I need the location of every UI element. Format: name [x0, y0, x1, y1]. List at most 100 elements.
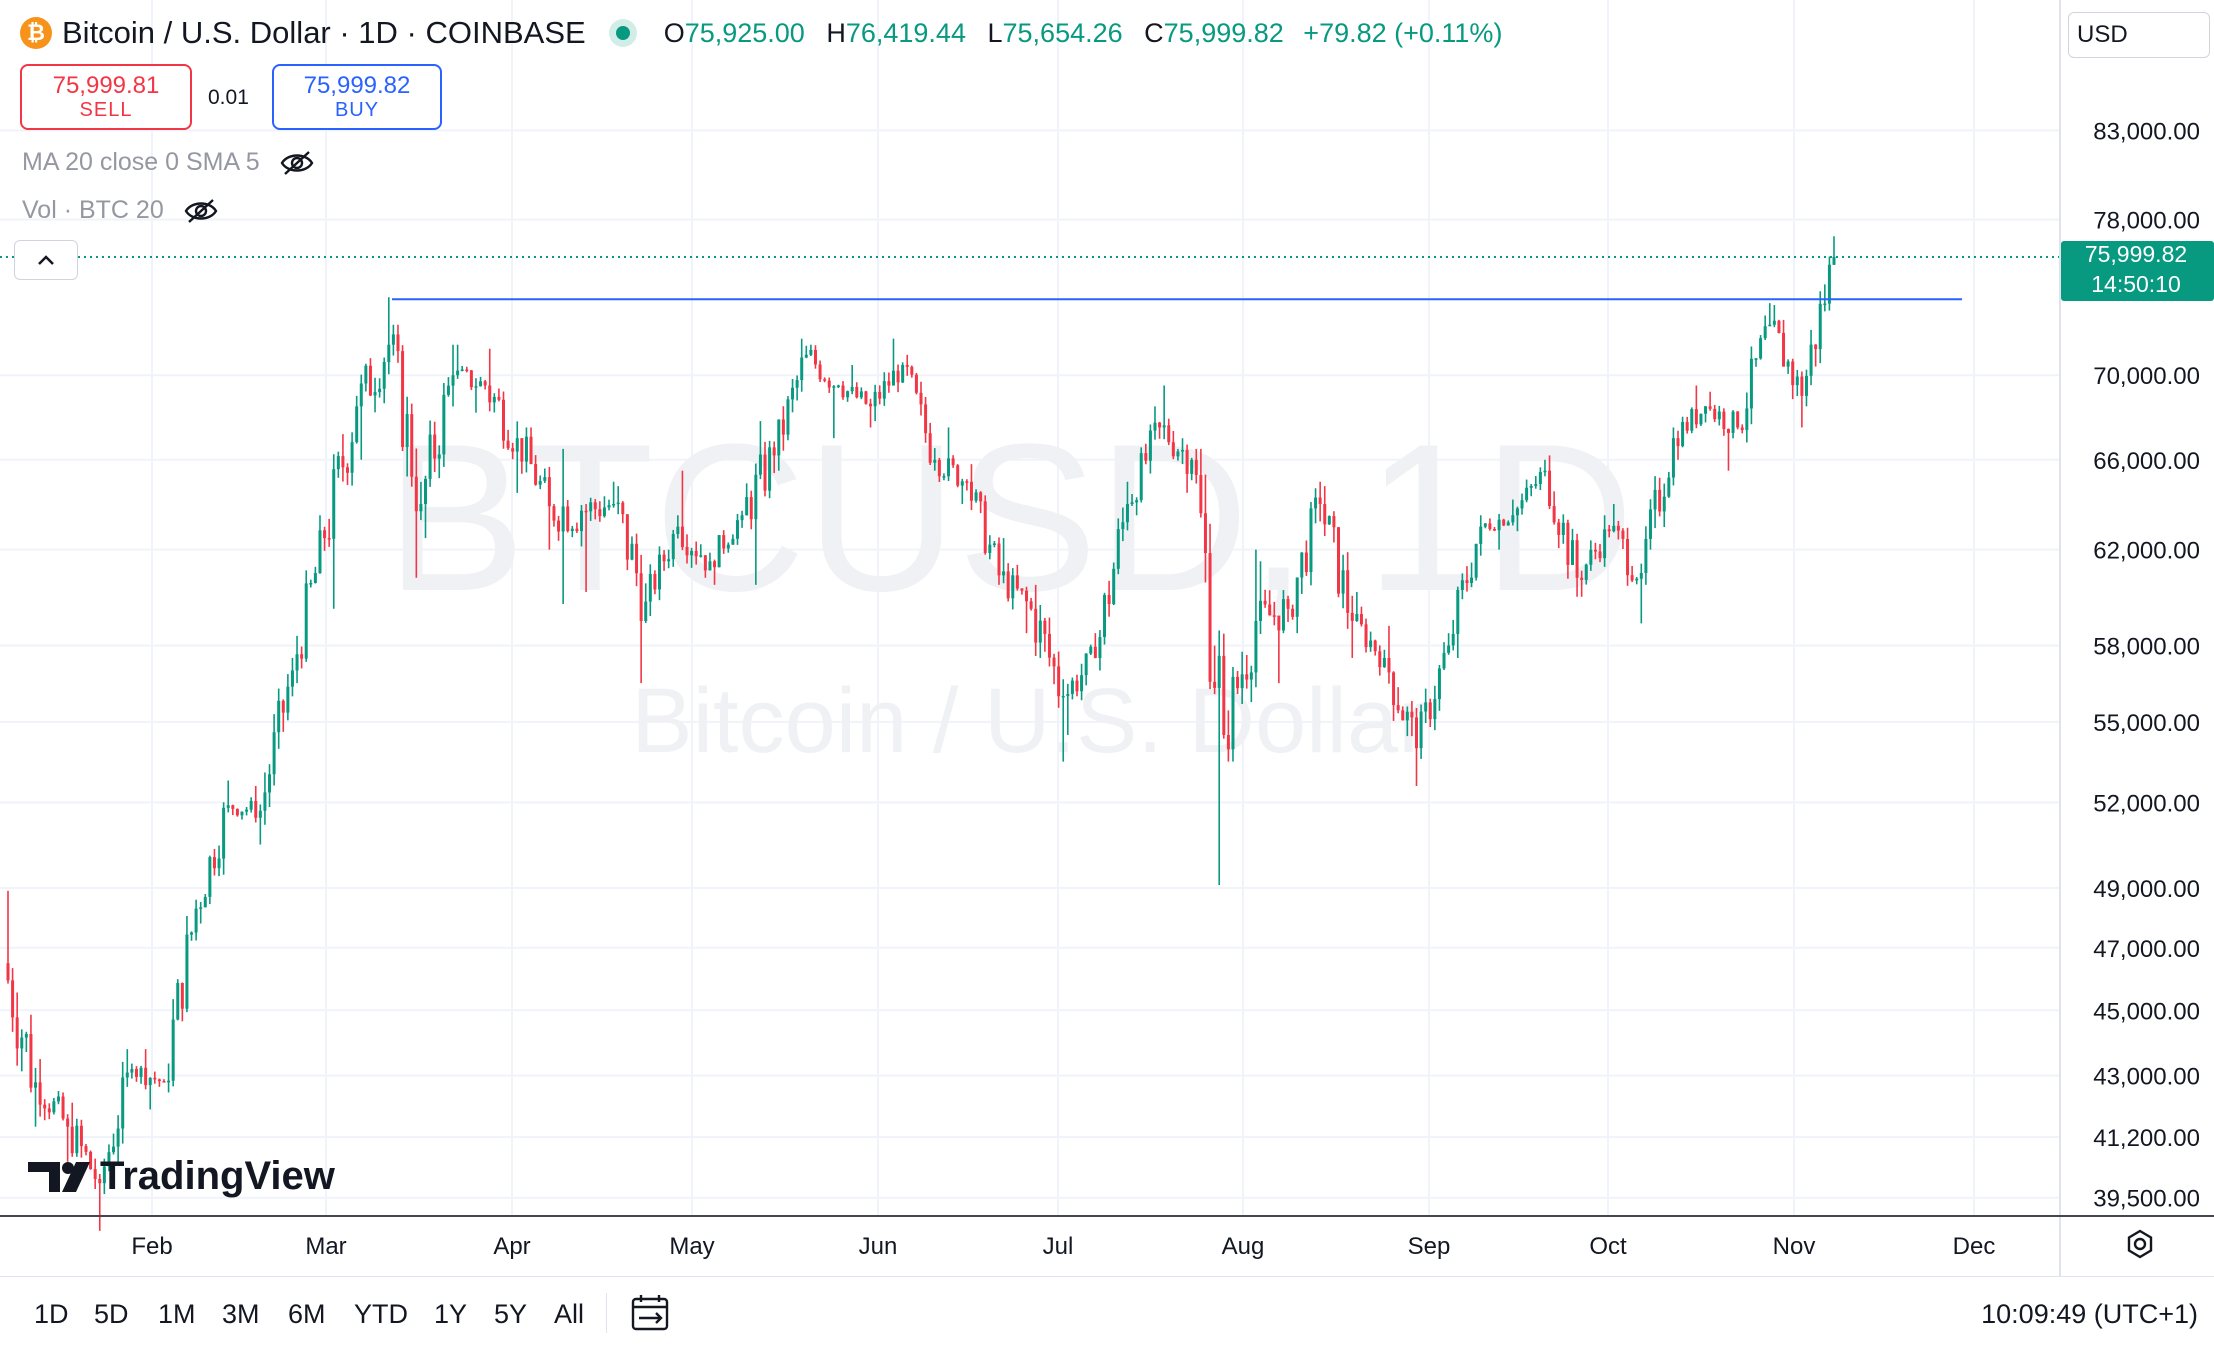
candle-down	[1566, 522, 1570, 565]
chart-settings-button[interactable]	[2124, 1228, 2156, 1265]
candle-down	[1337, 527, 1341, 594]
candle-down	[346, 467, 350, 473]
open-value: 75,925.00	[684, 17, 805, 48]
range-ytd-button[interactable]: YTD	[354, 1299, 408, 1329]
date-range-button[interactable]	[630, 1293, 672, 1338]
candle-down	[1414, 717, 1418, 749]
candle-down	[1713, 408, 1717, 420]
candle-up	[1768, 324, 1772, 327]
symbol-header: ₿ Bitcoin / U.S. Dollar · 1D · COINBASE …	[20, 12, 1502, 54]
range-5y-button[interactable]: 5Y	[494, 1299, 528, 1329]
tradingview-logo[interactable]: TradingView	[28, 1154, 336, 1198]
range-3m-button[interactable]: 3M	[222, 1299, 260, 1329]
clock[interactable]: 10:09:49 (UTC+1)	[1981, 1299, 2198, 1329]
candle-down	[162, 1081, 166, 1083]
eye-off-icon[interactable]	[280, 150, 314, 176]
candle-down	[1291, 608, 1295, 617]
sell-label: SELL	[79, 99, 133, 121]
candle-down	[1006, 571, 1010, 599]
candle-down	[965, 481, 969, 483]
collapse-legend-button[interactable]	[14, 240, 78, 280]
candle-down	[639, 573, 643, 622]
candle-up	[1644, 538, 1648, 574]
candle-up	[442, 394, 446, 455]
candle-down	[818, 364, 822, 380]
candle-up	[671, 533, 675, 560]
candle-up	[1254, 620, 1258, 673]
candle-down	[869, 403, 873, 407]
candle-up	[832, 386, 836, 388]
close-value: 75,999.82	[1163, 17, 1284, 48]
range-6m-button[interactable]: 6M	[288, 1299, 326, 1329]
candle-up	[263, 792, 267, 811]
candle-up	[1130, 502, 1134, 505]
candle-down	[1378, 651, 1382, 668]
candle-up	[1121, 522, 1125, 530]
price-tick-label: 78,000.00	[2093, 208, 2200, 235]
candle-up	[1639, 573, 1643, 579]
candle-down	[1685, 422, 1689, 431]
candle-down	[497, 396, 501, 400]
candle-down	[598, 509, 602, 517]
candle-up	[882, 381, 886, 399]
candle-up	[1538, 472, 1542, 485]
candle-down	[323, 530, 327, 539]
candle-up	[1648, 509, 1652, 539]
buy-button[interactable]: 75,999.82 BUY	[272, 64, 442, 130]
candle-down	[1213, 681, 1217, 688]
candle-up	[589, 502, 593, 512]
candle-up	[1525, 487, 1529, 501]
eye-off-icon[interactable]	[184, 198, 218, 224]
indicator-ma[interactable]: MA 20 close 0 SMA 5	[22, 148, 314, 177]
candle-down	[6, 963, 10, 981]
candle-up	[492, 396, 496, 403]
candle-up	[1671, 438, 1675, 478]
candle-down	[1791, 361, 1795, 386]
buy-label: BUY	[334, 99, 380, 121]
candle-up	[391, 334, 395, 345]
candle-up	[1153, 422, 1157, 431]
candle-down	[1814, 344, 1818, 350]
candle-down	[919, 392, 923, 405]
candle-up	[726, 544, 730, 549]
candle-up	[1181, 449, 1185, 452]
market-open-icon[interactable]	[615, 26, 630, 40]
price-scale[interactable]: 83,000.00 78,000.00 70,000.00 66,000.00 62,0…	[2093, 118, 2200, 1212]
range-1y-button[interactable]: 1Y	[434, 1299, 468, 1329]
candle-down	[1488, 523, 1492, 529]
range-1m-button[interactable]: 1M	[158, 1299, 196, 1329]
candle-up	[1240, 674, 1244, 689]
low-key: L	[987, 17, 1003, 48]
candle-up	[1474, 543, 1478, 578]
symbol-title[interactable]: Bitcoin / U.S. Dollar · 1D · COINBASE	[62, 15, 586, 50]
candle-down	[89, 1151, 93, 1170]
sell-button[interactable]: 75,999.81 SELL	[20, 64, 192, 130]
time-scale[interactable]: Feb Mar Apr May Jun Jul Aug Sep Oct Nov Dec	[131, 1233, 1995, 1260]
candle-down	[231, 805, 235, 809]
candle-down	[396, 334, 400, 352]
candle-up	[112, 1146, 116, 1153]
candle-down	[1392, 672, 1396, 706]
range-all-button[interactable]: All	[554, 1299, 585, 1329]
candle-up	[1754, 358, 1758, 360]
indicator-volume[interactable]: Vol · BTC 20	[22, 196, 218, 225]
candle-up	[1424, 702, 1428, 712]
candle-down	[1222, 655, 1226, 735]
candle-up	[708, 561, 712, 571]
candle-down	[1782, 332, 1786, 367]
candle-up	[1314, 497, 1318, 509]
candle-down	[557, 520, 561, 532]
candle-down	[1226, 734, 1230, 750]
range-5d-button[interactable]: 5D	[94, 1299, 129, 1329]
spread-value: 0.01	[208, 86, 249, 109]
currency-selector[interactable]: USD	[2068, 12, 2210, 58]
candles	[6, 236, 1836, 1231]
candle-down	[1575, 540, 1579, 578]
candle-down	[327, 538, 331, 540]
candle-up	[786, 399, 790, 435]
candle-down	[1286, 599, 1290, 609]
candle-up	[203, 896, 207, 908]
candle-up	[336, 456, 340, 470]
range-1d-button[interactable]: 1D	[34, 1299, 69, 1329]
